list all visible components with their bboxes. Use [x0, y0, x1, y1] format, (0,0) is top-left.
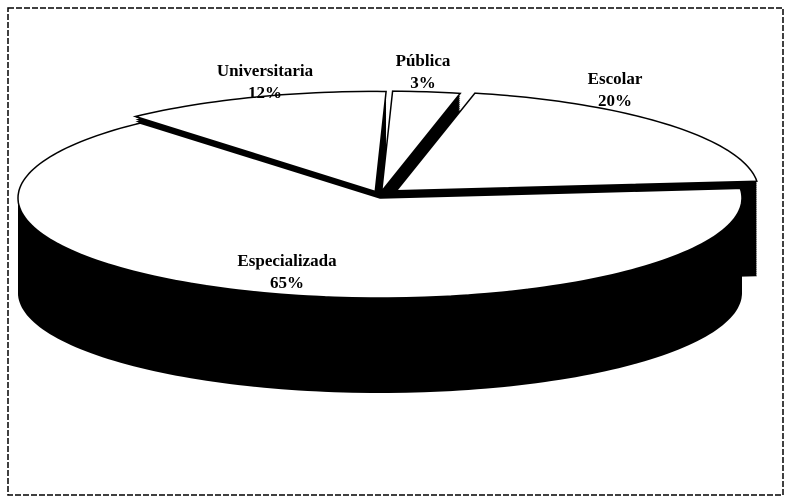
- slice: [380, 90, 462, 194]
- slice-value-label: 12%: [248, 83, 282, 102]
- slice-label: Universitaria: [217, 61, 314, 80]
- slice: [17, 122, 743, 299]
- slice-label: Pública: [396, 51, 451, 70]
- slice-label: Especializada: [237, 251, 337, 270]
- slice-value-label: 65%: [270, 273, 304, 292]
- slice: [394, 92, 758, 192]
- slice-value-label: 20%: [598, 91, 632, 110]
- slice-value-label: 3%: [410, 73, 436, 92]
- slice: [132, 90, 387, 193]
- slice-label: Escolar: [588, 69, 643, 88]
